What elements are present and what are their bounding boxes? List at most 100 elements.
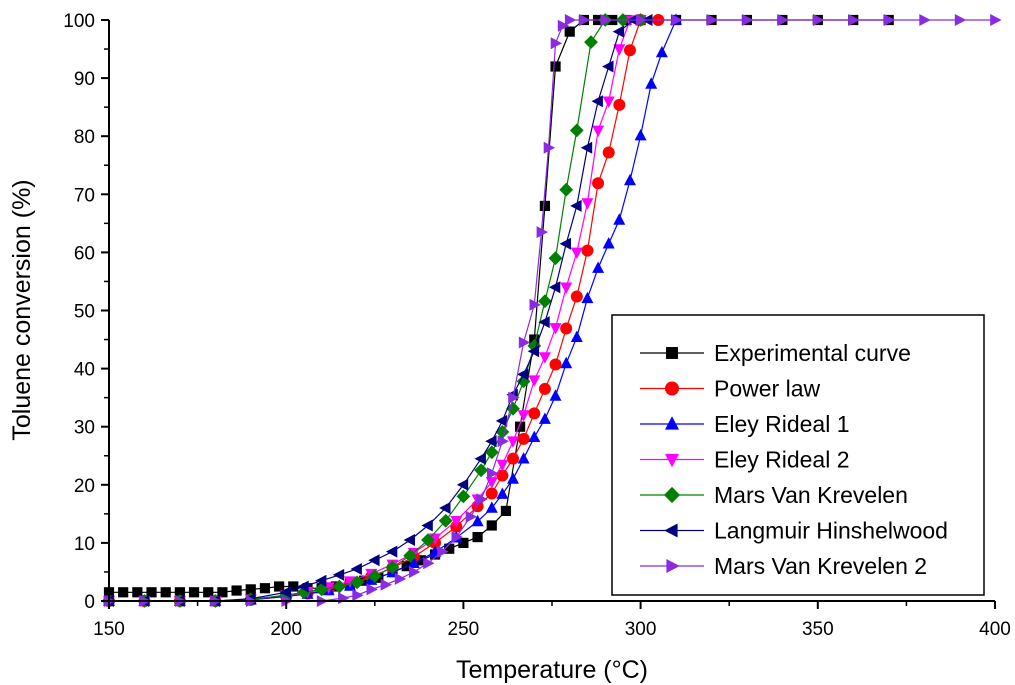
series-7-point	[813, 14, 825, 26]
series-7-point	[564, 14, 577, 26]
series-3-point	[655, 45, 668, 58]
series-5-point	[350, 575, 364, 590]
series-1-point	[231, 585, 242, 596]
y-tick-label: 20	[74, 476, 95, 497]
series-6-point	[570, 199, 582, 212]
series-7-point	[437, 545, 449, 558]
series-3-point	[485, 501, 498, 513]
series-3-point	[560, 356, 573, 369]
series-5-point	[506, 401, 520, 416]
legend-label: Experimental curve	[714, 340, 911, 366]
legend-entry: Eley Rideal 1	[640, 411, 850, 437]
series-1-point	[118, 587, 129, 598]
series-3-point	[407, 556, 420, 568]
series-5-point	[385, 560, 400, 575]
y-tick-label: 0	[84, 592, 95, 613]
legend-label: Langmuir Hinshelwood	[714, 518, 948, 544]
series-4-line	[109, 19, 641, 602]
series-1-point	[472, 531, 483, 543]
series-6-point	[559, 237, 571, 250]
series-6-point	[527, 345, 540, 358]
legend: Experimental curve Power law Eley Rideal 1…	[611, 314, 985, 596]
series-4-point	[344, 576, 356, 588]
series-4-point	[592, 125, 605, 137]
legend-swatch-marker	[665, 381, 679, 396]
legend-swatch-marker	[666, 347, 678, 359]
x-tick-label: 200	[270, 619, 302, 640]
series-6-point	[602, 60, 614, 73]
series-5-point	[438, 513, 453, 528]
series-6-point	[612, 25, 625, 38]
series-1-point	[160, 587, 171, 598]
series-2-point	[538, 382, 551, 395]
series-3-point	[471, 514, 484, 527]
x-axis-label: Temperature (°C)	[456, 656, 648, 684]
series-5-point	[538, 294, 552, 309]
series-1-point	[564, 26, 575, 37]
y-tick-label: 80	[74, 127, 95, 148]
series-3-point	[507, 472, 519, 484]
series-6-point	[297, 580, 309, 593]
series-7-point	[883, 14, 896, 26]
axes-layer: 150 200 250 300 350 400 0 10 20 30 40 50 60 70 80 90 100	[63, 11, 1011, 640]
series-5	[102, 13, 648, 608]
legend-swatch-marker	[664, 523, 678, 538]
series-3-line	[109, 19, 677, 602]
series-2-point	[485, 487, 498, 500]
series-7-point	[394, 572, 407, 585]
series-3-point	[624, 173, 636, 186]
series-4-point	[538, 352, 551, 364]
series-7-point	[536, 226, 548, 239]
x-tick-label: 250	[448, 619, 480, 640]
series-1-point	[486, 520, 497, 531]
y-axis-label: Toluene conversion (%)	[8, 179, 36, 440]
legend-label: Mars Van Krevelen 2	[714, 553, 927, 579]
series-7-point	[465, 510, 478, 523]
series-7-point	[543, 141, 556, 154]
series-4-point	[602, 96, 615, 108]
series-3-point	[570, 330, 583, 342]
y-tick-label: 40	[74, 360, 95, 381]
series-4-point	[528, 375, 541, 387]
series-6-point	[332, 568, 345, 581]
series-4-point	[560, 282, 573, 294]
series-7-point	[954, 14, 967, 26]
series-3-point	[645, 77, 658, 89]
series-6-line	[109, 19, 648, 602]
legend-label: Eley Rideal 2	[714, 447, 850, 473]
series-1-point	[288, 581, 299, 592]
y-tick-label: 30	[74, 418, 95, 439]
series-7-point	[706, 14, 719, 26]
series-3-point	[517, 452, 530, 464]
series-7-point	[742, 14, 754, 26]
series-4-point	[450, 516, 463, 528]
series-6-point	[495, 414, 508, 427]
series-1-point	[515, 421, 526, 432]
series-1-point	[132, 587, 143, 598]
series-1-point	[245, 584, 256, 595]
series-7-point	[497, 435, 509, 448]
y-tick-label: 70	[74, 185, 95, 206]
series-5-point	[474, 463, 488, 478]
series-5-point	[484, 445, 499, 460]
series-1-point	[259, 583, 271, 594]
series-6-point	[474, 452, 486, 465]
series-6-point	[517, 368, 529, 381]
series-2-point	[507, 452, 520, 465]
legend-entry: Mars Van Krevelen	[640, 482, 908, 508]
series-7-point	[409, 566, 421, 578]
y-tick-label: 100	[63, 11, 95, 32]
series-5-point	[456, 489, 471, 504]
legend-swatch-marker	[664, 486, 680, 504]
series-3-point	[496, 487, 509, 499]
series-4-point	[517, 410, 530, 422]
series-2-point	[560, 322, 573, 335]
series-1-point	[550, 61, 561, 72]
legend-swatch-marker	[666, 559, 680, 573]
series-4-point	[496, 459, 509, 472]
series-1-point	[274, 581, 285, 592]
series-3-point	[634, 129, 647, 141]
series-7-point	[579, 14, 591, 26]
series-1-point	[458, 537, 469, 548]
